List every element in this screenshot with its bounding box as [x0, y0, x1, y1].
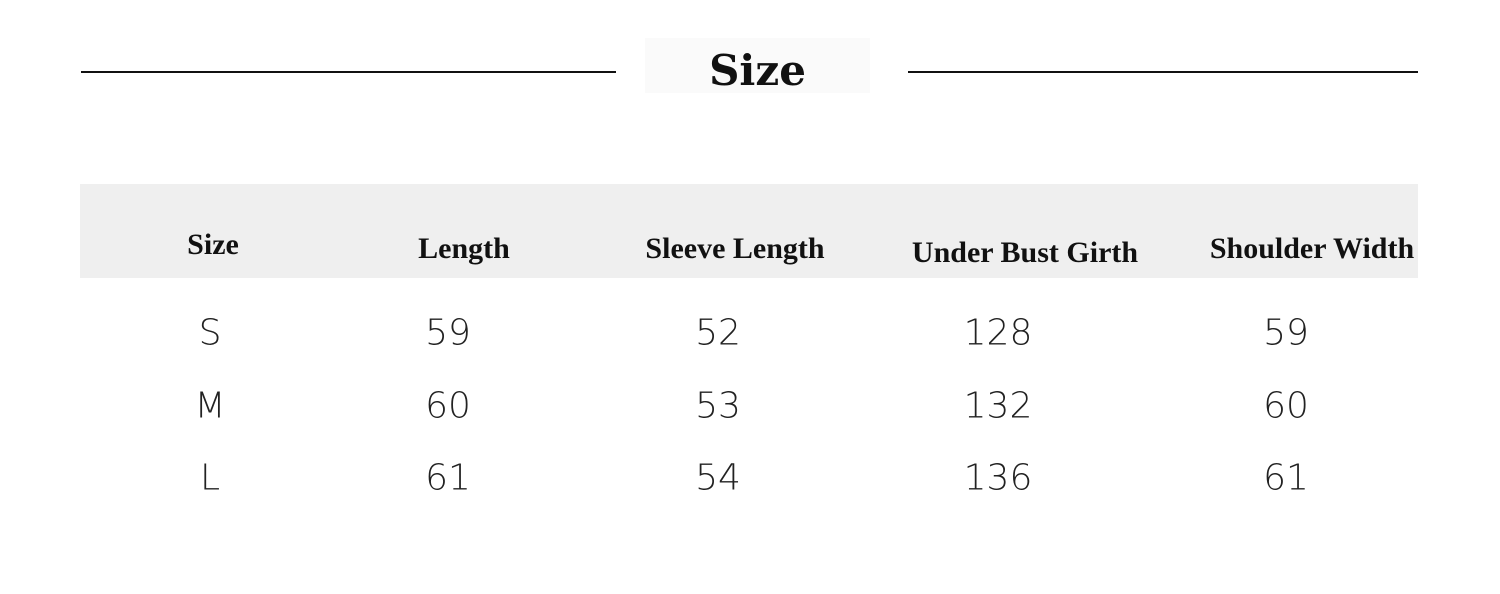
table-cell: 53 — [695, 385, 741, 427]
column-header: Size — [187, 228, 239, 261]
table-cell: 60 — [425, 385, 471, 427]
column-header: Under Bust Girth — [911, 236, 1139, 269]
column-header: Shoulder Width — [1209, 232, 1415, 265]
table-cell: 128 — [963, 312, 1033, 354]
table-cell: 136 — [963, 457, 1033, 499]
table-cell: M — [194, 385, 226, 427]
table-cell: S — [198, 312, 222, 354]
title-divider-left — [81, 71, 616, 73]
table-cell: L — [199, 457, 221, 499]
table-cell: 59 — [425, 312, 471, 354]
table-cell: 52 — [695, 312, 741, 354]
table-cell: 59 — [1263, 312, 1309, 354]
table-cell: 132 — [963, 385, 1033, 427]
table-header-band — [80, 184, 1418, 278]
column-header: Sleeve Length — [645, 232, 825, 265]
page-title: Size — [645, 38, 870, 95]
table-cell: 54 — [695, 457, 741, 499]
column-header: Length — [418, 232, 510, 265]
table-cell: 60 — [1263, 385, 1309, 427]
table-cell: 61 — [425, 457, 471, 499]
title-divider-right — [908, 71, 1418, 73]
table-cell: 61 — [1263, 457, 1309, 499]
